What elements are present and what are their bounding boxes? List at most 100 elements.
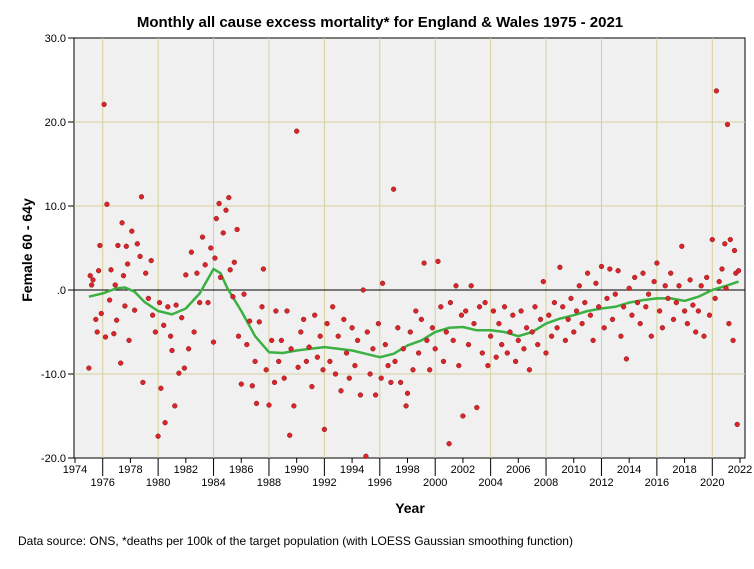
data-point <box>690 302 696 308</box>
data-point <box>287 432 293 438</box>
loess-smoothing-line <box>88 267 739 359</box>
data-point <box>571 329 577 335</box>
x-tick-label: 2002 <box>451 464 475 476</box>
data-point <box>235 333 242 339</box>
x-tick-label: 1996 <box>368 477 392 489</box>
data-point <box>176 370 182 376</box>
data-point <box>199 234 206 240</box>
chart-title: Monthly all cause excess mortality* for … <box>137 14 623 31</box>
data-point <box>629 312 635 318</box>
data-point <box>149 312 156 318</box>
data-point <box>713 88 720 94</box>
x-tick-label: 2004 <box>478 477 502 489</box>
x-tick-label: 1994 <box>340 464 364 476</box>
data-point <box>137 253 143 260</box>
data-point <box>124 261 131 267</box>
data-point <box>410 367 416 373</box>
data-point <box>101 101 107 108</box>
data-point <box>440 358 447 365</box>
data-point <box>565 316 571 323</box>
data-point <box>424 337 430 344</box>
data-point <box>579 320 585 327</box>
data-point <box>338 388 344 394</box>
data-point <box>197 299 203 306</box>
x-tick-label: 2006 <box>506 464 530 476</box>
data-point <box>654 260 660 266</box>
x-tick-label: 1990 <box>284 464 308 476</box>
data-point <box>712 295 718 302</box>
data-point <box>291 403 297 409</box>
data-point <box>397 379 404 386</box>
data-point <box>701 333 707 339</box>
data-point <box>188 249 195 255</box>
data-point <box>220 230 226 236</box>
data-point <box>601 325 607 331</box>
x-tick-label: 2008 <box>534 477 558 489</box>
data-point <box>468 283 474 289</box>
data-point <box>343 350 350 356</box>
x-tick-label: 1976 <box>90 477 114 489</box>
data-point <box>648 333 654 339</box>
data-point <box>140 379 146 386</box>
data-point <box>612 291 618 297</box>
data-point <box>375 320 382 327</box>
data-point <box>535 341 541 348</box>
data-point <box>354 337 361 344</box>
y-tick-label: 30.0 <box>45 33 66 45</box>
data-point <box>604 295 610 302</box>
data-point <box>590 337 596 344</box>
data-point <box>493 354 499 360</box>
data-point <box>330 304 336 310</box>
data-point <box>515 337 521 344</box>
data-point <box>634 299 641 306</box>
data-point <box>238 381 244 387</box>
data-point <box>309 383 315 390</box>
data-point <box>512 358 519 365</box>
data-point <box>735 268 742 274</box>
data-point <box>643 304 649 310</box>
x-tick-label: 1982 <box>174 464 198 476</box>
data-point <box>596 304 602 310</box>
data-point <box>213 215 219 222</box>
data-point <box>217 274 224 281</box>
data-point <box>446 441 452 447</box>
data-point <box>363 453 369 459</box>
data-point <box>532 304 538 310</box>
data-point <box>208 245 214 251</box>
data-point <box>447 299 454 306</box>
data-point <box>465 341 472 348</box>
data-point <box>730 337 736 344</box>
data-point <box>129 228 135 234</box>
data-point <box>479 350 485 356</box>
data-point <box>332 371 339 377</box>
data-point <box>167 333 174 339</box>
data-point <box>266 402 272 408</box>
x-tick-label: 2000 <box>423 477 447 489</box>
data-point <box>179 315 185 321</box>
data-point <box>156 299 163 306</box>
data-point <box>112 282 118 288</box>
data-point <box>388 379 394 386</box>
data-point <box>722 241 728 247</box>
x-tick-label: 2016 <box>645 477 669 489</box>
data-point <box>598 263 605 270</box>
data-point <box>626 285 632 291</box>
data-point <box>295 364 301 370</box>
data-point <box>138 194 145 200</box>
data-point <box>278 337 285 344</box>
data-point <box>284 308 290 314</box>
data-point <box>560 304 566 310</box>
data-point <box>102 334 109 340</box>
x-tick-label: 1974 <box>63 464 87 476</box>
data-point <box>540 278 546 285</box>
data-point <box>684 320 691 327</box>
data-point <box>152 329 159 335</box>
data-point <box>529 329 535 335</box>
data-point <box>726 320 732 327</box>
data-point <box>205 299 211 306</box>
data-point <box>86 365 92 371</box>
data-point <box>438 304 444 310</box>
data-point <box>93 316 99 323</box>
